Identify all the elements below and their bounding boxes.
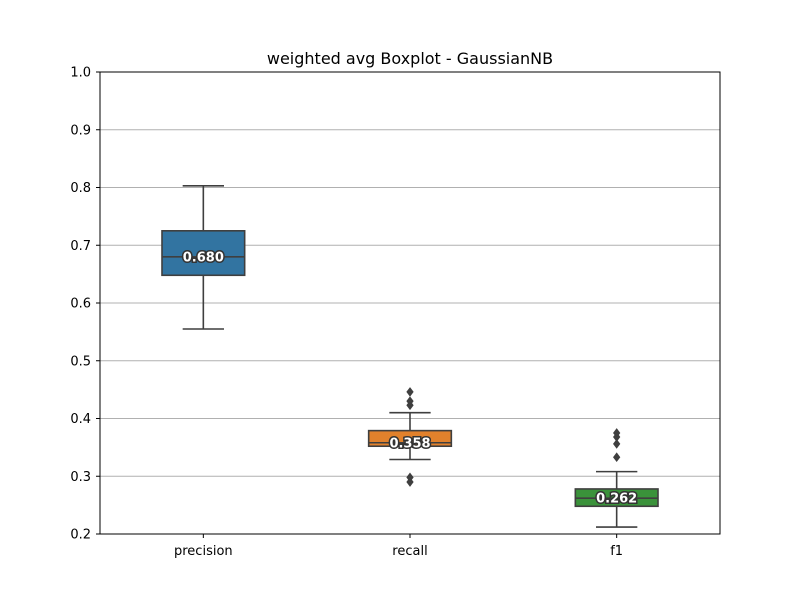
outlier-point — [613, 428, 621, 438]
y-tick-label: 0.4 — [70, 412, 91, 427]
x-tick-label: f1 — [610, 544, 623, 559]
outlier-point — [406, 387, 414, 397]
y-tick-label: 0.7 — [70, 239, 91, 254]
x-tick-label: recall — [392, 544, 427, 559]
y-tick-label: 1.0 — [70, 66, 91, 81]
median-label: 0.680 — [183, 250, 224, 265]
median-label: 0.262 — [596, 492, 637, 507]
median-label: 0.358 — [389, 436, 430, 451]
y-tick-label: 0.6 — [70, 297, 91, 312]
y-tick-label: 0.5 — [70, 354, 91, 369]
box-precision: 0.680 — [161, 184, 246, 330]
outlier-point — [406, 396, 414, 407]
box-f1: 0.262 — [574, 428, 659, 528]
outlier-point — [406, 472, 414, 483]
outlier-point — [613, 452, 621, 463]
box-recall: 0.358 — [367, 387, 453, 487]
chart-title: weighted avg Boxplot - GaussianNB — [267, 49, 553, 68]
boxes-layer: 0.680 0.358 0.262 — [161, 184, 659, 528]
y-tick-label: 0.2 — [70, 528, 91, 543]
y-tick-label: 0.8 — [70, 181, 91, 196]
axes-layer: 0.2 0.3 0.4 0.5 0.6 0.7 0.8 0.9 1.0 precision reca… — [70, 66, 623, 560]
x-tick-label: precision — [174, 544, 233, 559]
outlier-point — [613, 439, 621, 449]
y-tick-label: 0.9 — [70, 123, 91, 138]
y-tick-label: 0.3 — [70, 470, 91, 485]
iqr-box — [161, 230, 246, 277]
